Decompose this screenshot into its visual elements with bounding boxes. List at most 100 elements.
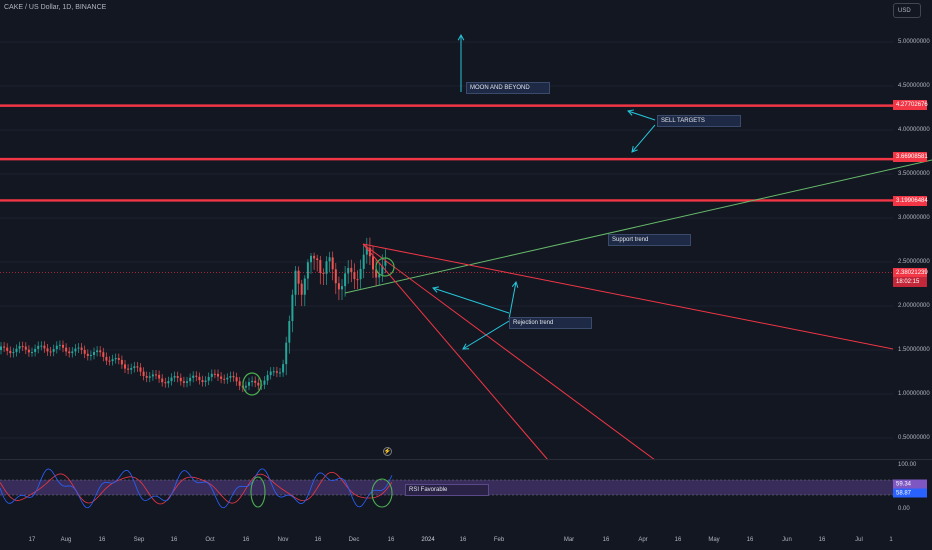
- candle-body: [381, 265, 384, 275]
- bar-countdown-tag: 18:02:15: [893, 277, 927, 287]
- candle-body: [136, 366, 139, 368]
- candle-body: [310, 255, 312, 263]
- arrow-head: [627, 109, 634, 116]
- candle-body: [130, 368, 133, 370]
- candle-body: [43, 345, 46, 349]
- candle-body: [356, 279, 359, 281]
- arrow-line: [462, 320, 510, 350]
- candle-body: [189, 377, 192, 382]
- candle-body: [105, 356, 108, 361]
- candle-body: [164, 382, 167, 384]
- candle-body: [49, 351, 52, 353]
- support-trend-note[interactable]: Support trend: [608, 234, 691, 246]
- candle-body: [263, 380, 266, 385]
- candle-body: [272, 371, 275, 373]
- candle-body: [167, 381, 170, 384]
- candle-body: [372, 256, 374, 270]
- arrow-head: [631, 146, 638, 153]
- price-axis-label: 2.50000000: [898, 259, 930, 265]
- candle-body: [111, 359, 114, 362]
- candle-body: [266, 375, 269, 381]
- price-axis-label: 5.00000000: [898, 39, 930, 45]
- candle-body: [325, 261, 328, 274]
- rejection-trend-line: [362, 243, 549, 461]
- candle-body: [179, 377, 182, 382]
- level-price-tag: 3.66908581: [893, 152, 928, 162]
- rejection-trend-line: [362, 243, 894, 350]
- candle-body: [46, 348, 49, 352]
- candle-body: [120, 359, 123, 365]
- candle-body: [359, 268, 362, 280]
- candle-body: [108, 360, 111, 362]
- candle-body: [204, 380, 207, 383]
- candle-body: [365, 247, 368, 255]
- candle-body: [306, 262, 309, 279]
- candle-body: [223, 378, 226, 380]
- time-axis-label: 16: [170, 537, 178, 543]
- time-axis-label: 16: [387, 537, 395, 543]
- arrow-head: [457, 33, 465, 41]
- candle-body: [291, 294, 294, 322]
- candle-body: [21, 346, 24, 348]
- time-axis-label: Sep: [133, 537, 145, 543]
- candle-body: [344, 273, 347, 287]
- candle-body: [6, 347, 9, 351]
- rsi-line: [0, 468, 393, 509]
- candle-body: [362, 254, 365, 269]
- circle-marker: [242, 372, 262, 396]
- symbol-title[interactable]: CAKE / US Dollar, 1D, BINANCE: [4, 4, 107, 11]
- rejection-trend-note[interactable]: Rejection trend: [509, 317, 592, 329]
- candle-body: [328, 257, 331, 262]
- time-axis-label: Nov: [277, 537, 289, 543]
- candle-body: [173, 376, 176, 378]
- arrow-head: [511, 280, 519, 288]
- candle-body: [232, 376, 235, 378]
- candle-body: [220, 376, 223, 379]
- trend-lines[interactable]: [242, 159, 932, 461]
- lightning-icon[interactable]: ⚡: [383, 447, 392, 456]
- time-axis-label: 16: [314, 537, 322, 543]
- pane-divider[interactable]: [0, 459, 932, 460]
- candle-body: [142, 371, 145, 376]
- candle-body: [24, 346, 27, 350]
- moon-and-beyond-note[interactable]: MOON AND BEYOND: [466, 82, 550, 94]
- arrow-line: [631, 124, 656, 153]
- time-axis-label: Mar: [563, 537, 575, 543]
- candlestick-series: [0, 237, 387, 392]
- rsi-favorable-note[interactable]: RSI Favorable: [405, 484, 489, 496]
- time-axis-label: 16: [242, 537, 250, 543]
- candle-body: [279, 372, 281, 374]
- time-axis-label: 16: [602, 537, 610, 543]
- candle-body: [124, 364, 126, 369]
- candle-body: [117, 357, 120, 360]
- time-axis-label: Apr: [638, 537, 648, 543]
- rsi-value-tag: 59.34: [893, 479, 927, 489]
- time-axis-label: Feb: [493, 537, 505, 543]
- candle-body: [294, 270, 297, 295]
- price-axis-label: 3.00000000: [898, 215, 930, 221]
- arrow-head: [462, 343, 470, 350]
- horizontal-levels[interactable]: [0, 41, 893, 439]
- candle-body: [257, 382, 260, 386]
- candle-body: [27, 349, 30, 353]
- candle-body: [161, 378, 164, 383]
- candle-body: [285, 342, 288, 365]
- time-axis-label: Dec: [348, 537, 360, 543]
- candle-body: [375, 269, 378, 278]
- candle-body: [303, 278, 306, 295]
- price-axis-label: 2.00000000: [898, 303, 930, 309]
- candle-body: [331, 257, 334, 270]
- rsi-circle-marker: [371, 478, 393, 508]
- level-price-tag: 4.27702676: [893, 100, 928, 110]
- sell-targets-note[interactable]: SELL TARGETS: [657, 115, 741, 127]
- annotation-arrows[interactable]: [432, 33, 656, 350]
- rsi-axis-label: 0.00: [898, 506, 910, 512]
- currency-badge[interactable]: USD: [893, 3, 921, 18]
- candle-body: [0, 346, 2, 350]
- candle-body: [229, 376, 232, 378]
- candle-body: [86, 353, 89, 357]
- arrow-line: [432, 287, 510, 314]
- candle-body: [207, 376, 210, 381]
- candle-body: [288, 321, 291, 343]
- circle-marker: [375, 257, 395, 277]
